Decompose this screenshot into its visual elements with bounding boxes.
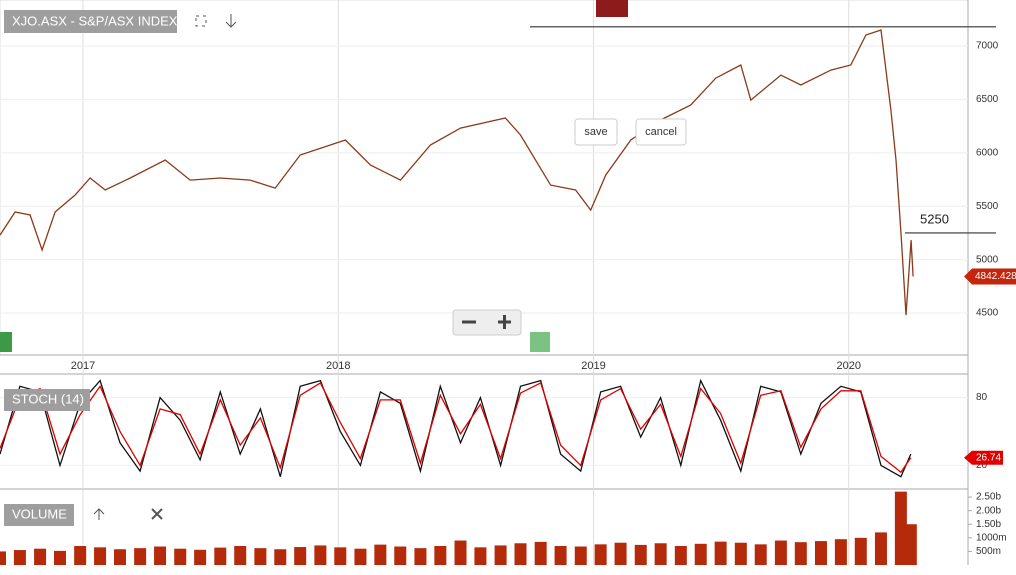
y-tick-label: 5000 (976, 254, 999, 265)
x-tick-label: 2020 (837, 360, 861, 372)
volume-bar (854, 537, 867, 565)
y-tick-label: 2.50b (976, 492, 1001, 503)
x-tick-label: 2017 (71, 360, 95, 372)
x-tick-label: 2018 (326, 360, 350, 372)
level-label: 5250 (920, 211, 949, 226)
volume-bar (474, 547, 487, 565)
y-tick-label: 1.50b (976, 519, 1001, 530)
chart-title: XJO.ASX - S&P/ASX INDEX (12, 13, 178, 28)
volume-bar (434, 545, 447, 565)
volume-bar (294, 547, 307, 565)
expand-icon[interactable] (195, 15, 207, 27)
volume-bar (334, 547, 347, 565)
y-tick-label: 7000 (976, 41, 999, 52)
volume-bar (774, 540, 787, 565)
volume-bar (654, 543, 667, 565)
volume-bar (454, 540, 467, 565)
volume-bar (594, 544, 607, 565)
y-tick-label: 80 (976, 392, 988, 403)
zoom-icons[interactable] (462, 315, 511, 329)
cancel-button[interactable] (635, 118, 687, 146)
marker-top (596, 0, 628, 17)
volume-bar (274, 549, 287, 565)
y-tick-label: 20 (976, 460, 988, 471)
y-tick-label: 2.00b (976, 505, 1001, 516)
series-line (0, 378, 912, 478)
volume-bar (794, 542, 807, 565)
title-box[interactable] (4, 10, 177, 33)
price-frame (0, 0, 969, 356)
stoch-title-box[interactable] (4, 389, 90, 411)
volume-bar (754, 544, 767, 565)
last-price-badge (964, 268, 1016, 285)
volume-bar (13, 550, 26, 565)
volume-bar (354, 548, 367, 565)
volume-bar (574, 546, 587, 565)
volume-bar (234, 545, 247, 565)
volume-bar (534, 541, 547, 565)
volume-bar (634, 544, 647, 565)
volume-bar (904, 524, 917, 565)
y-tick-label: 6000 (976, 147, 999, 158)
marker-left (0, 332, 12, 352)
y-tick-label: 5500 (976, 201, 999, 212)
volume-bar (134, 548, 147, 565)
volume-bar (714, 541, 727, 565)
stoch-title: STOCH (14) (12, 391, 84, 406)
volume-bar (74, 545, 87, 565)
volume-bar (314, 545, 327, 565)
up-icon[interactable] (93, 508, 105, 520)
volume-bar (374, 544, 387, 565)
volume-bar (174, 548, 187, 565)
volume-bar (894, 491, 907, 565)
volume-bar (814, 541, 827, 565)
volume-bar (554, 545, 567, 565)
y-tick-label: 6500 (976, 94, 999, 105)
volume-bar (874, 532, 887, 565)
volume-bar (674, 545, 687, 565)
cancel-label: cancel (645, 126, 677, 138)
volume-bar (254, 548, 267, 565)
down-icon[interactable] (225, 14, 237, 28)
volume-bar (94, 547, 107, 565)
volume-bar (494, 545, 507, 565)
volume-bar (154, 546, 167, 565)
volume-title: VOLUME (12, 506, 67, 521)
save-label: save (584, 126, 607, 138)
stoch-value-label: 26.74 (976, 452, 1001, 463)
volume-bar (694, 543, 707, 565)
volume-bar (834, 539, 847, 565)
stoch-badge (964, 450, 1003, 465)
volume-bar (113, 549, 126, 565)
marker-mid (530, 332, 550, 352)
close-icon[interactable] (151, 508, 163, 520)
volume-title-box[interactable] (4, 504, 74, 526)
volume-bar (194, 549, 207, 565)
volume-bar (214, 547, 227, 565)
last-price-label: 4842.428 (975, 271, 1016, 282)
volume-bar (0, 551, 6, 565)
y-tick-label: 500m (976, 546, 1001, 557)
y-tick-label: 4500 (976, 308, 999, 319)
volume-bar (514, 543, 527, 565)
volume-bar (734, 542, 747, 565)
y-tick-label: 1000m (976, 532, 1007, 543)
series-line (0, 29, 914, 316)
volume-bar (614, 542, 627, 565)
volume-bar (34, 548, 47, 565)
volume-bar (414, 548, 427, 565)
volume-bar (53, 550, 66, 565)
save-button[interactable] (574, 118, 618, 146)
x-tick-label: 2019 (581, 360, 605, 372)
series-line (0, 381, 912, 474)
volume-bar (394, 546, 407, 565)
